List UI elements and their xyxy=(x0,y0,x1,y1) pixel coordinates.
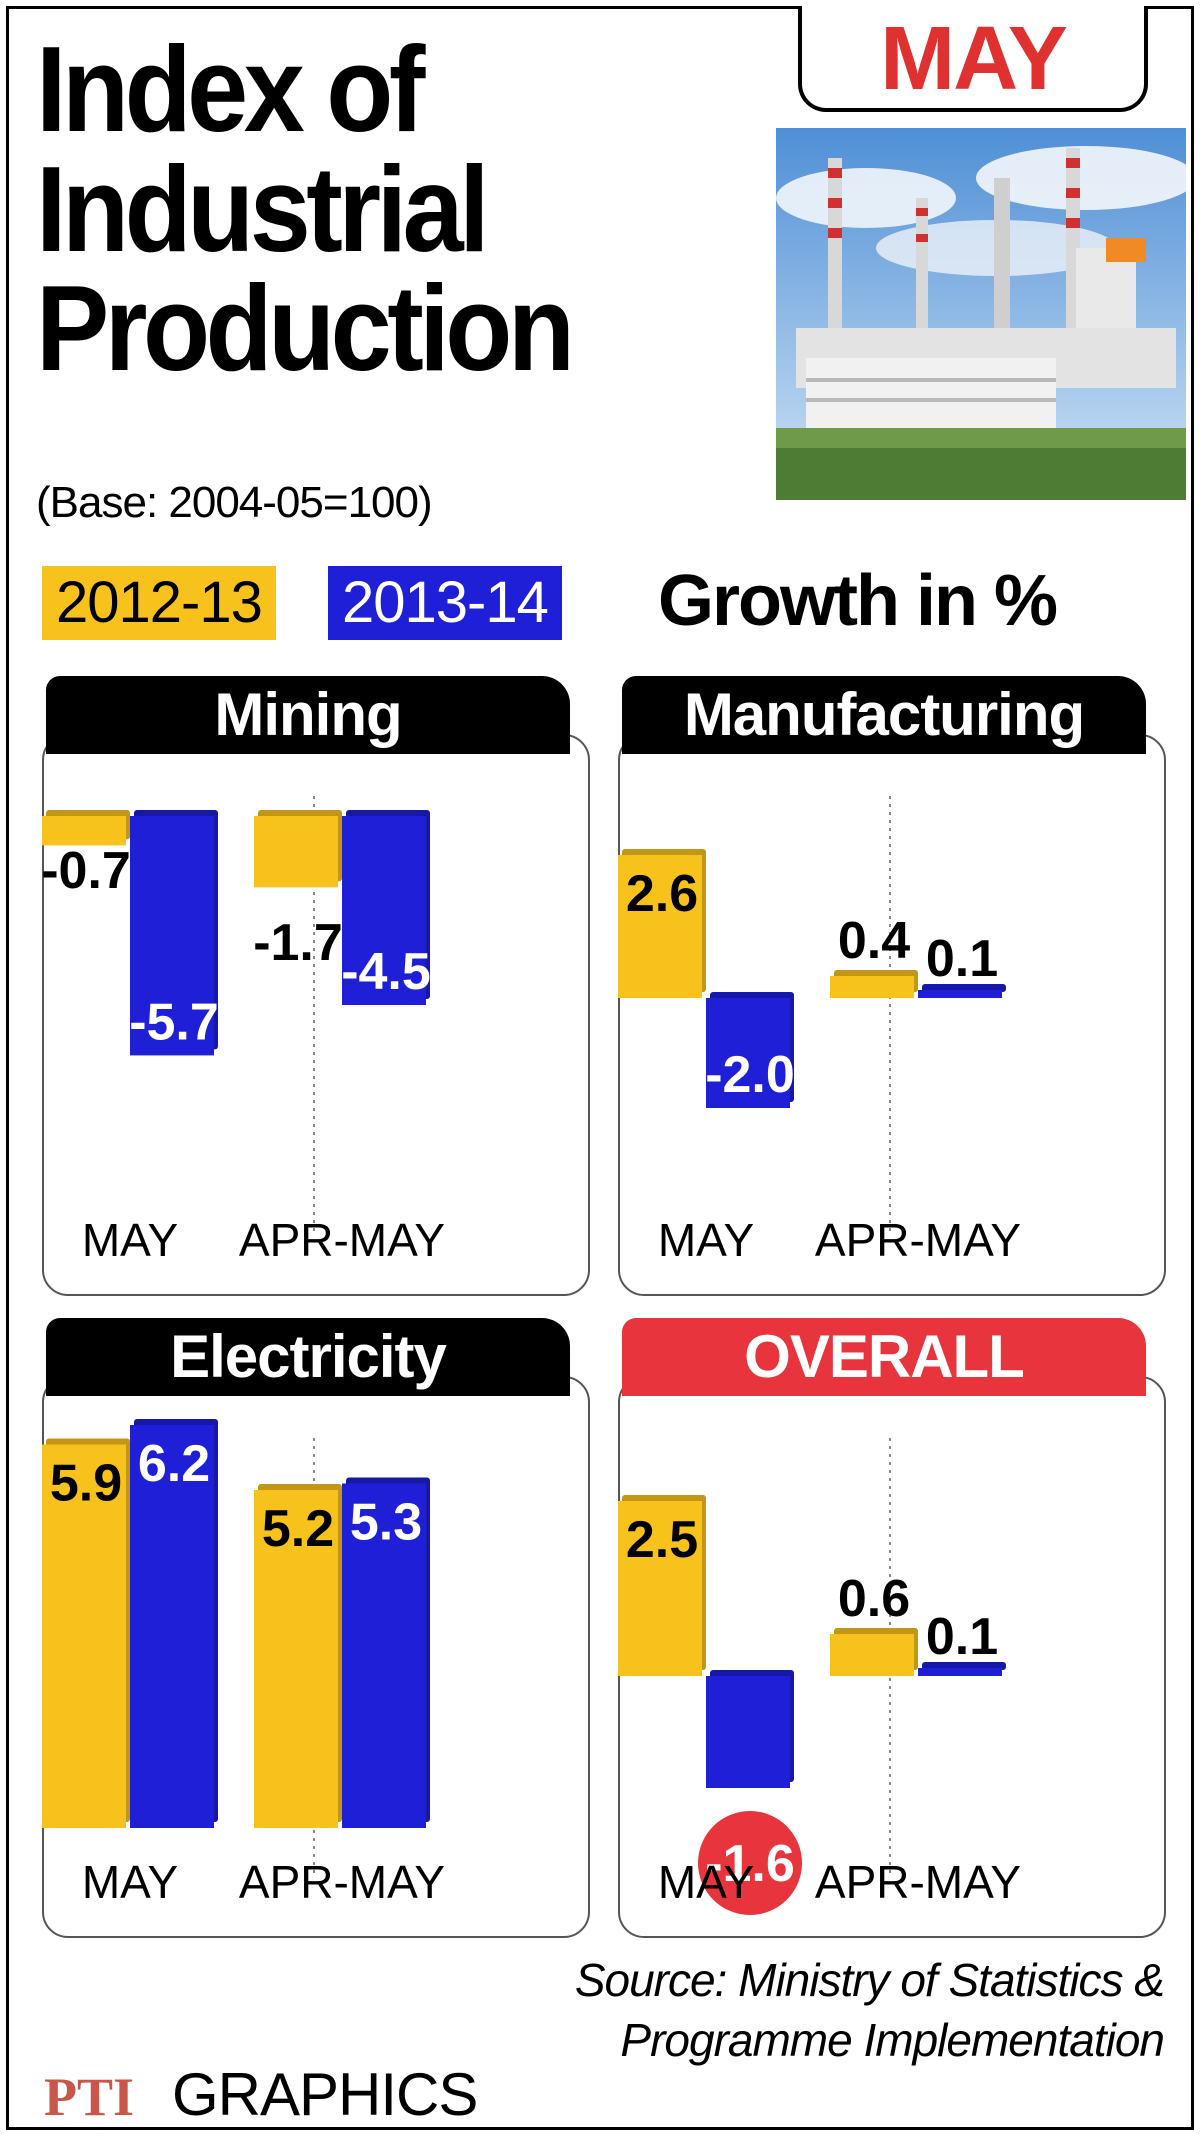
value-label: 5.2 xyxy=(262,1500,334,1558)
bar-apr-may-2013-14 xyxy=(342,816,426,1005)
source-line-1: Source: Ministry of Statistics & xyxy=(574,1954,1165,2006)
title-line-3: Production xyxy=(36,260,575,397)
category-label: APR-MAY xyxy=(815,1856,1021,1908)
growth-unit-label: Growth in % xyxy=(658,561,1058,641)
value-label: -0.7 xyxy=(42,842,131,900)
panel-overall-title: OVERALL xyxy=(622,1318,1146,1396)
category-label: MAY xyxy=(82,1856,178,1908)
chart-electricity: 5.9 6.2 MAY 5.2 5.3 APR-MAY xyxy=(42,1419,445,1908)
value-label: 2.6 xyxy=(626,865,698,923)
pti-logo: PTI xyxy=(44,2067,134,2125)
value-label: 2.5 xyxy=(626,1511,698,1569)
value-label: 0.6 xyxy=(838,1570,910,1628)
bar-apr-may-2012-13 xyxy=(830,1634,914,1676)
title-line-2: Industrial xyxy=(36,140,490,277)
value-label: 5.3 xyxy=(350,1494,422,1552)
value-label: -1.6 xyxy=(705,1835,795,1893)
bar-may-2012-13 xyxy=(618,1501,702,1676)
bar-may-2013-14 xyxy=(706,998,790,1108)
value-label: -2.0 xyxy=(705,1046,795,1104)
title-line-1: Index of xyxy=(36,21,425,157)
source-line-2: Programme Implementation xyxy=(620,2014,1165,2066)
value-label: 0.4 xyxy=(838,912,910,970)
bar-apr-may-2012-13 xyxy=(254,1490,338,1828)
panel-electricity-title: Electricity xyxy=(46,1318,570,1396)
bar-apr-may-2012-13 xyxy=(254,816,338,888)
credit: PTI GRAPHICS xyxy=(40,2060,478,2129)
value-label: 0.1 xyxy=(926,930,998,988)
value-label: -1.7 xyxy=(253,914,343,972)
bar-may-2012-13 xyxy=(42,1444,126,1828)
category-label: MAY xyxy=(82,1214,178,1266)
panel-manufacturing: 2.6 -2.0 MAY 0.4 0.1 APR-MAY Manufacturing xyxy=(618,676,1166,1296)
page-title: Index of Industrial Production xyxy=(36,21,575,397)
bar-apr-may-2012-13 xyxy=(830,976,914,998)
value-label: 0.1 xyxy=(926,1608,998,1666)
source-note: Source: Ministry of Statistics & Program… xyxy=(574,1950,1165,2070)
bar-may-2012-13 xyxy=(42,816,126,846)
bar-may-2013-14 xyxy=(130,816,214,1056)
panel-mining-title: Mining xyxy=(46,676,570,754)
category-label: APR-MAY xyxy=(815,1214,1021,1266)
panel-manufacturing-title: Manufacturing xyxy=(622,676,1146,754)
category-label: MAY xyxy=(658,1856,754,1908)
panel-mining: -0.7 -5.7 MAY -1.7 -4.5 APR-MAY Mining xyxy=(42,676,590,1296)
legend-2012-13: 2012-13 xyxy=(42,566,276,640)
legend-2013-14: 2013-14 xyxy=(328,566,562,640)
panel-overall: 2.5 -1.6 MAY 0.6 0.1 APR-MAY OVERALL xyxy=(618,1318,1166,1938)
bar-may-2012-13 xyxy=(618,855,702,998)
chart-manufacturing: 2.6 -2.0 MAY 0.4 0.1 APR-MAY xyxy=(618,796,1021,1266)
value-label: -4.5 xyxy=(341,943,431,1001)
credit-label: GRAPHICS xyxy=(172,2061,478,2128)
bar-may-2013-14 xyxy=(130,1425,214,1828)
base-year-note: (Base: 2004-05=100) xyxy=(36,478,433,527)
pti-logo-text: PTI xyxy=(44,2067,134,2125)
bar-apr-may-2013-14 xyxy=(918,1668,1002,1676)
value-label: 6.2 xyxy=(138,1435,210,1493)
month-tab: MAY xyxy=(798,6,1148,112)
chart-mining: -0.7 -5.7 MAY -1.7-4.5 APR-MAY xyxy=(42,796,445,1266)
category-label: MAY xyxy=(658,1214,754,1266)
bar-apr-may-2013-14 xyxy=(918,990,1002,998)
panel-electricity: 5.9 6.2 MAY 5.2 5.3 APR-MAY Electricity xyxy=(42,1318,590,1938)
category-label: APR-MAY xyxy=(239,1214,445,1266)
power-plant-photo xyxy=(776,128,1186,500)
value-label: -5.7 xyxy=(129,993,219,1051)
category-label: APR-MAY xyxy=(239,1856,445,1908)
bar-apr-may-2013-14 xyxy=(342,1483,426,1828)
highlight-badge xyxy=(698,1811,802,1915)
bar-may-2013-14 xyxy=(706,1676,790,1788)
value-label: 5.9 xyxy=(50,1455,122,1513)
